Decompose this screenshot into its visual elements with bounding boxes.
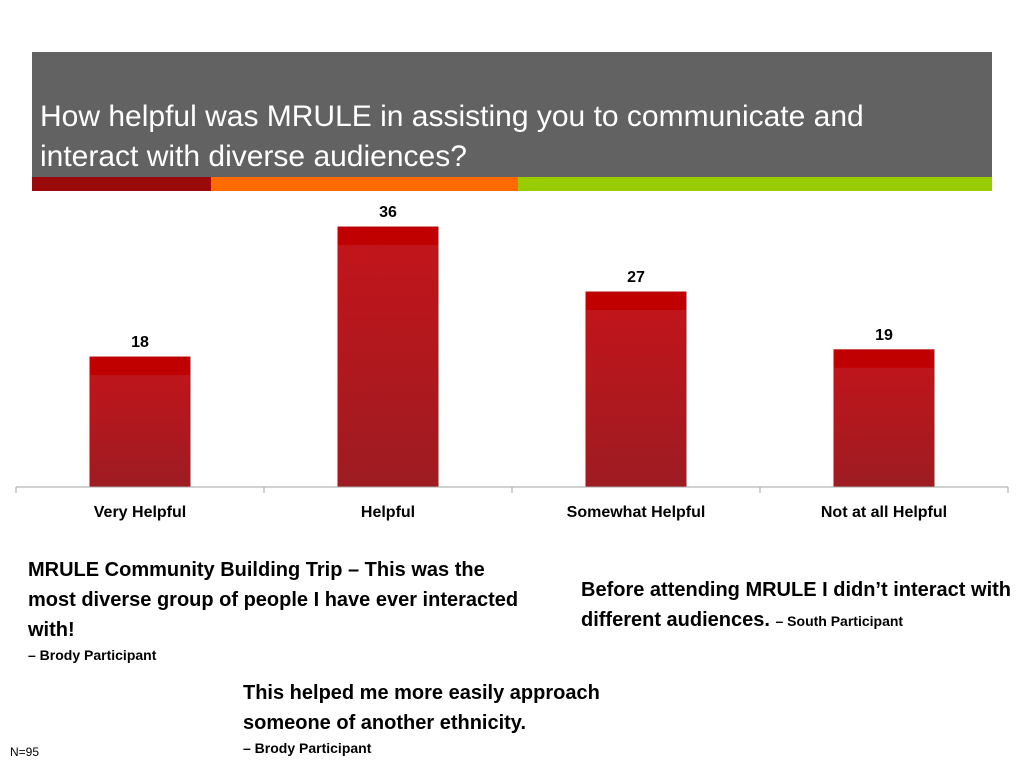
bar-highlight: [338, 227, 438, 245]
category-label: Very Helpful: [94, 504, 186, 521]
quote-south: Before attending MRULE I didn’t interact…: [581, 575, 1011, 636]
quote-attribution: – Brody Participant: [243, 740, 372, 756]
bar: [585, 291, 687, 488]
category-label: Helpful: [361, 504, 415, 521]
bar-value-label: 18: [131, 334, 149, 351]
bar-highlight: [586, 292, 686, 310]
bar: [89, 356, 191, 488]
accent-bar-orange: [211, 177, 518, 191]
accent-bar-green: [518, 177, 992, 191]
title-band: How helpful was MRULE in assisting you t…: [32, 52, 992, 177]
quote-brody-trip: MRULE Community Building Trip – This was…: [28, 555, 528, 665]
quote-text: This helped me more easily approach some…: [243, 682, 600, 734]
slide-title: How helpful was MRULE in assisting you t…: [40, 100, 864, 173]
quote-text: Before attending MRULE I didn’t interact…: [581, 579, 1011, 631]
bar-value-label: 27: [627, 269, 645, 286]
bar: [337, 226, 439, 488]
quote-attribution: – South Participant: [775, 613, 904, 629]
bar: [833, 349, 935, 488]
accent-bar-red: [32, 177, 211, 191]
bar-value-label: 36: [379, 204, 397, 221]
bar-chart: 18 Very Helpful 36 Helpful 27 Somewhat Helpfu…: [15, 204, 1009, 521]
sample-size-note: N=95: [10, 745, 40, 759]
quote-text: MRULE Community Building Trip – This was…: [28, 559, 519, 641]
bar-value-label: 19: [875, 327, 893, 344]
quote-brody-ethnicity: This helped me more easily approach some…: [243, 678, 683, 758]
quote-attribution: – Brody Participant: [28, 647, 157, 663]
category-label: Somewhat Helpful: [567, 504, 706, 521]
bar-highlight: [90, 357, 190, 375]
bar-highlight: [834, 349, 934, 368]
category-label: Not at all Helpful: [821, 504, 947, 521]
